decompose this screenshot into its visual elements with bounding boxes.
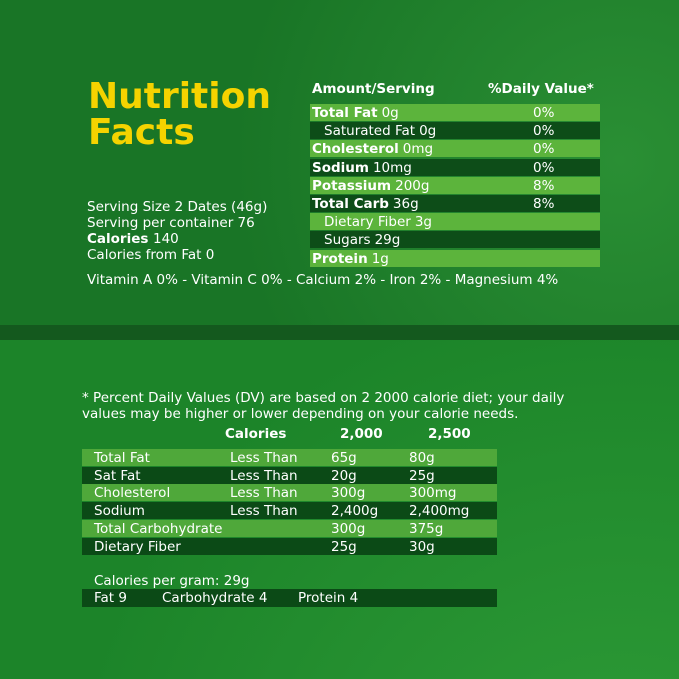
dv-cell: Sodium [94, 503, 145, 520]
dv-cell: Sat Fat [94, 467, 141, 484]
dv-cell: Dietary Fiber [94, 538, 181, 555]
dv-cell: Total Carbohydrate [94, 520, 223, 537]
daily-value: 8% [533, 196, 555, 212]
serving-size: Serving Size 2 Dates (46g) [87, 199, 268, 215]
dv-cell: Cholesterol [94, 485, 171, 502]
dv-cell: 20g [331, 467, 357, 484]
row-background [310, 249, 600, 267]
nutrient-amount: 10mg [372, 159, 412, 176]
column-header: Amount/Serving [312, 81, 435, 97]
nutrient-amount: 0g [381, 105, 399, 121]
calories-label: Calories [87, 231, 149, 247]
title: Facts [88, 112, 195, 153]
row-background [82, 466, 497, 484]
footnote: * Percent Daily Values (DV) are based on… [82, 390, 565, 406]
daily-value: 8% [533, 177, 555, 194]
nutrient-amount: 0g [419, 123, 437, 140]
column-header: %Daily Value* [488, 81, 594, 97]
calories-per-gram-item: Protein 4 [298, 590, 359, 606]
nutrient-label: Potassium [312, 177, 392, 194]
dv-cell: 375g [409, 520, 444, 537]
dv-cell: 65g [331, 450, 357, 466]
dv-cell: Less Than [230, 467, 298, 484]
row-background [310, 213, 600, 231]
dv-cell: 300g [331, 520, 366, 537]
nutrient-amount: 29g [374, 232, 401, 249]
dv-cell: 80g [409, 450, 435, 466]
nutrient-label: Saturated Fat [324, 123, 416, 140]
row-background [310, 195, 600, 212]
nutrient-label: Sugars [324, 232, 371, 249]
dv-cell: Less Than [230, 503, 298, 520]
dv-cell: 2,400mg [409, 503, 470, 520]
nutrient-label: Total Carb [312, 196, 389, 212]
divider-band [0, 325, 679, 340]
dv-cell: Total Fat [94, 450, 150, 466]
nutrient-amount: 3g [414, 214, 432, 231]
row-background [82, 502, 497, 520]
calories-from-fat: Calories from Fat 0 [87, 247, 215, 263]
nutrient-label: Sodium [312, 159, 369, 176]
nutrient-label: Total Fat [312, 105, 378, 121]
row-background [310, 158, 600, 176]
nutrient-amount: 0mg [402, 141, 434, 158]
nutrient-label: Dietary Fiber [324, 214, 411, 231]
row-background [310, 231, 600, 249]
row-background [310, 122, 600, 140]
dv-cell: 30g [409, 538, 435, 555]
row-background [310, 140, 600, 158]
dv-cell: 300mg [409, 485, 457, 502]
calories-value: 140 [153, 231, 179, 247]
dv-cell: Less Than [230, 485, 298, 502]
row-background [82, 484, 497, 502]
nutrient-amount: 36g [392, 196, 419, 212]
dv-column-header: Calories [225, 426, 287, 442]
nutrient-label: Protein [312, 250, 368, 267]
nutrient-label: Cholesterol [312, 141, 399, 158]
dv-column-header: 2,500 [428, 426, 471, 442]
nutrient-amount: 1g [371, 250, 389, 267]
dv-cell: 25g [331, 538, 357, 555]
vitamins: Vitamin A 0% - Vitamin C 0% - Calcium 2%… [87, 272, 559, 288]
row-background [310, 176, 600, 194]
servings-per-container: Serving per container 76 [87, 215, 255, 231]
daily-value: 0% [533, 123, 555, 140]
daily-value: 0% [533, 159, 555, 176]
dv-cell: 300g [331, 485, 366, 502]
title: Nutrition [88, 76, 271, 117]
calories-per-gram-item: Carbohydrate 4 [162, 590, 268, 606]
dv-cell: 25g [409, 467, 435, 484]
row-background [82, 519, 497, 537]
row-background [82, 449, 497, 466]
row-background [310, 104, 600, 121]
dv-column-header: 2,000 [340, 426, 383, 442]
daily-value: 0% [533, 105, 555, 121]
footnote: values may be higher or lower depending … [82, 406, 519, 422]
calories-per-gram-item: Fat 9 [94, 590, 127, 606]
nutrient-amount: 200g [395, 177, 430, 194]
row-background [82, 537, 497, 555]
dv-cell: Less Than [230, 450, 298, 466]
calories-per-gram: Calories per gram: 29g [94, 573, 250, 589]
dv-cell: 2,400g [331, 503, 379, 520]
daily-value: 0% [533, 141, 555, 158]
row-background [82, 589, 497, 607]
